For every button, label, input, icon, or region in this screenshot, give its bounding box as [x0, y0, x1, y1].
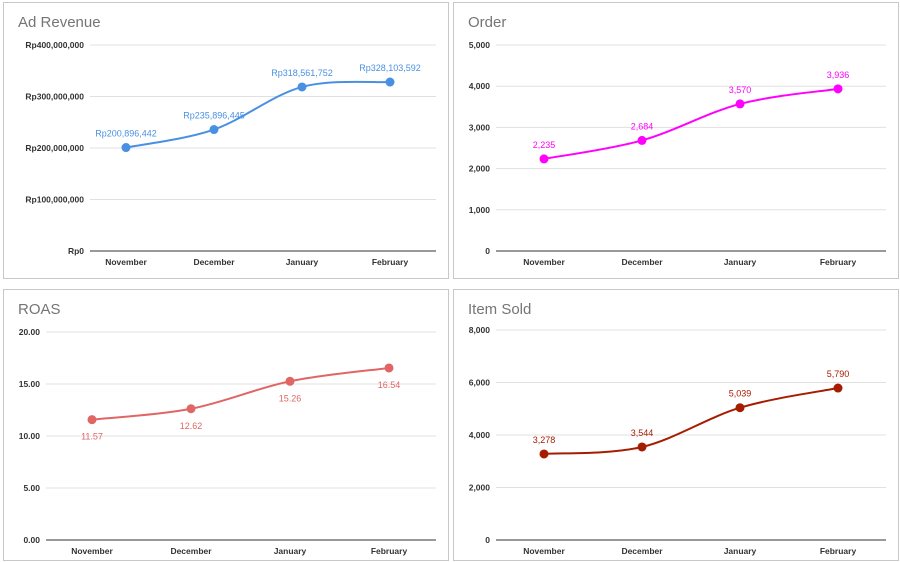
chart-plot: Rp0 Rp100,000,000 Rp200,000,000 Rp300,000,0…: [25, 40, 436, 267]
chart-plot: 0 1,000 2,000 3,000 4,000 5,000 November Decemb…: [469, 40, 886, 267]
data-point: [285, 376, 295, 386]
data-point: [735, 403, 745, 413]
x-tick-label: November: [105, 257, 147, 267]
y-tick-label: Rp400,000,000: [25, 40, 84, 50]
x-tick-label: December: [621, 257, 663, 267]
data-label: 16.54: [378, 380, 401, 390]
y-tick-label: 0: [485, 246, 490, 256]
y-tick-label: 5,000: [469, 40, 491, 50]
y-tick-label: 2,000: [469, 164, 491, 174]
data-point: [539, 154, 549, 164]
data-point: [833, 383, 843, 393]
y-tick-label: 2,000: [469, 483, 491, 493]
data-label: 5,039: [729, 389, 752, 399]
data-label: 15.26: [279, 393, 302, 403]
chart-title: ROAS: [18, 301, 61, 318]
x-tick-label: November: [523, 546, 565, 556]
data-label: 3,936: [827, 70, 850, 80]
y-tick-label: 8,000: [469, 325, 491, 335]
y-tick-label: 10.00: [19, 431, 41, 441]
roas-chart: ROAS 0.00 5.00 10.00 15.00 20.00 November Dece…: [3, 289, 449, 561]
y-tick-label: 3,000: [469, 122, 491, 132]
data-label: Rp318,561,752: [271, 68, 333, 78]
data-label: 2,684: [631, 121, 654, 131]
data-point: [121, 143, 131, 153]
data-label: Rp200,896,442: [95, 129, 157, 139]
data-point: [209, 125, 219, 135]
data-point: [87, 415, 97, 425]
order-chart: Order 0 1,000 2,000 3,000 4,000 5,000 November…: [453, 2, 899, 279]
x-tick-label: January: [274, 546, 307, 556]
x-tick-label: December: [170, 546, 212, 556]
data-point: [297, 82, 307, 92]
data-label: 3,570: [729, 85, 752, 95]
x-tick-label: January: [286, 257, 319, 267]
y-tick-label: 6,000: [469, 378, 491, 388]
chart-plot: 0 2,000 4,000 6,000 8,000 November December Jan…: [469, 325, 886, 556]
data-point: [385, 77, 395, 87]
data-label: 11.57: [81, 432, 103, 442]
data-point: [637, 135, 647, 145]
x-tick-label: December: [193, 257, 235, 267]
series-line: [91, 366, 390, 421]
x-tick-label: February: [820, 546, 857, 556]
data-point: [833, 84, 843, 94]
x-tick-label: February: [820, 257, 857, 267]
y-tick-label: 4,000: [469, 81, 491, 91]
data-point: [637, 442, 647, 452]
x-tick-label: February: [371, 546, 408, 556]
data-point: [539, 449, 549, 459]
y-tick-label: 4,000: [469, 430, 491, 440]
series-line: [543, 87, 839, 160]
data-label: 3,278: [533, 435, 556, 445]
chart-title: Order: [468, 14, 507, 31]
ad-revenue-chart: Ad Revenue Rp0 Rp100,000,000 Rp200,000,000…: [3, 2, 449, 279]
chart-title: Item Sold: [468, 301, 532, 318]
data-label: 3,544: [631, 428, 654, 438]
data-point: [735, 99, 745, 109]
series-line: [543, 387, 839, 455]
data-label: 12.62: [180, 421, 203, 431]
data-label: Rp235,896,445: [183, 111, 245, 121]
x-tick-label: January: [724, 257, 757, 267]
y-tick-label: Rp300,000,000: [25, 92, 84, 102]
y-tick-label: 15.00: [19, 379, 41, 389]
series-line: [125, 80, 391, 149]
chart-title: Ad Revenue: [18, 14, 101, 31]
y-tick-label: 5.00: [23, 483, 40, 493]
y-tick-label: Rp0: [68, 246, 84, 256]
chart-plot: 0.00 5.00 10.00 15.00 20.00 November December J…: [19, 327, 436, 556]
y-tick-label: 0: [485, 535, 490, 545]
y-tick-label: 0.00: [23, 535, 40, 545]
x-tick-label: December: [621, 546, 663, 556]
data-point: [384, 363, 394, 373]
data-label: 5,790: [827, 369, 850, 379]
data-label: 2,235: [533, 140, 556, 150]
y-tick-label: Rp100,000,000: [25, 195, 84, 205]
x-tick-label: November: [71, 546, 113, 556]
x-tick-label: January: [724, 546, 757, 556]
data-label: Rp328,103,592: [359, 63, 421, 73]
x-tick-label: February: [372, 257, 409, 267]
y-tick-label: Rp200,000,000: [25, 143, 84, 153]
y-tick-label: 20.00: [19, 327, 41, 337]
item-sold-chart: Item Sold 0 2,000 4,000 6,000 8,000 November D…: [453, 289, 899, 561]
y-tick-label: 1,000: [469, 205, 491, 215]
data-point: [186, 404, 196, 414]
x-tick-label: November: [523, 257, 565, 267]
